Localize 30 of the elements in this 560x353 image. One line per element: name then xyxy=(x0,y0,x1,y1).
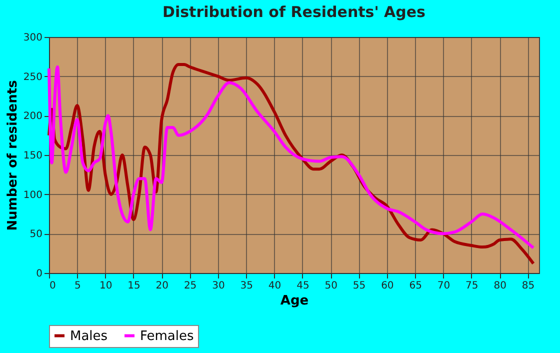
x-tick-label: 5 xyxy=(74,280,81,292)
x-tick-label: 55 xyxy=(352,280,366,292)
chart-title: Distribution of Residents' Ages xyxy=(162,3,426,21)
y-tick-label: 50 xyxy=(30,229,42,240)
x-tick-label: 30 xyxy=(212,280,225,292)
y-tick-label: 0 xyxy=(36,268,42,280)
y-tick-label: 100 xyxy=(23,190,42,201)
y-tick-label: 150 xyxy=(23,150,42,162)
legend-label: Males xyxy=(70,328,108,344)
legend-label: Females xyxy=(140,328,194,344)
x-tick-label: 85 xyxy=(522,280,535,292)
x-tick-label: 15 xyxy=(128,280,140,292)
x-tick-label: 50 xyxy=(324,280,338,292)
y-tick-label: 300 xyxy=(23,32,42,44)
x-tick-label: 70 xyxy=(437,280,450,292)
x-axis-title: Age xyxy=(280,294,309,308)
x-tick-label: 60 xyxy=(381,280,394,292)
x-tick-label: 20 xyxy=(156,280,169,292)
y-tick-label: 250 xyxy=(23,72,42,83)
x-tick-label: 25 xyxy=(184,280,197,292)
x-tick-label: 80 xyxy=(494,280,506,292)
y-tick-label: 200 xyxy=(23,111,42,122)
x-tick-label: 75 xyxy=(466,280,478,292)
x-tick-label: 40 xyxy=(268,280,282,292)
x-tick-label: 0 xyxy=(50,280,56,292)
x-tick-label: 10 xyxy=(99,280,112,292)
x-tick-label: 35 xyxy=(240,280,253,292)
x-tick-label: 45 xyxy=(296,280,310,292)
x-tick-label: 65 xyxy=(409,280,422,292)
y-axis-title: Number of residents xyxy=(5,80,20,231)
